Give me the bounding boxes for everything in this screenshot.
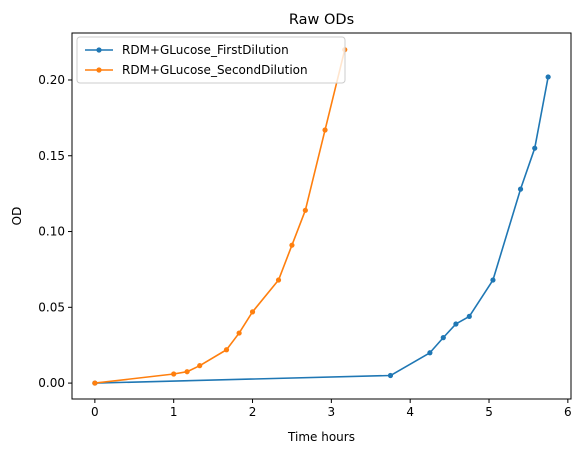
y-tick-label: 0.00	[38, 376, 65, 390]
data-point	[440, 335, 446, 341]
series-line	[94, 76, 549, 384]
data-point	[223, 347, 230, 353]
series-1	[92, 74, 551, 386]
series-2	[92, 47, 348, 386]
data-point	[92, 380, 98, 386]
legend-item: RDM+GLucose_FirstDilution	[85, 43, 289, 57]
series-line	[94, 49, 346, 384]
x-tick-label: 4	[406, 405, 414, 419]
x-tick-label: 2	[249, 405, 257, 419]
y-axis-label: OD	[10, 207, 24, 226]
data-point	[453, 321, 459, 327]
x-tick-label: 6	[564, 405, 572, 419]
x-tick-label: 1	[170, 405, 178, 419]
legend-marker	[96, 67, 102, 73]
legend-box	[76, 36, 346, 84]
series-layer	[92, 47, 551, 386]
data-point	[466, 313, 472, 320]
legend-marker	[96, 47, 102, 53]
data-point	[490, 277, 496, 283]
data-point	[171, 371, 177, 377]
chart-title: Raw ODs	[289, 12, 354, 28]
legend: RDM+GLucose_FirstDilution RDM+GLucose_Sec…	[76, 36, 346, 84]
data-point	[427, 350, 433, 356]
legend-item: RDM+GLucose_SecondDilution	[85, 63, 308, 77]
data-point	[197, 363, 203, 369]
x-axis-label: Time hours	[287, 430, 355, 444]
y-axis-ticks: 0.00 0.05 0.10 0.15 0.20	[38, 73, 72, 390]
x-tick-label: 5	[485, 405, 493, 419]
y-tick-label: 0.05	[38, 300, 65, 314]
y-tick-label: 0.20	[38, 73, 65, 87]
data-point	[236, 330, 242, 336]
data-point	[517, 186, 524, 192]
data-point	[387, 372, 394, 379]
data-point	[289, 242, 295, 248]
data-point	[275, 277, 282, 283]
data-point	[302, 207, 308, 213]
data-point	[249, 309, 256, 315]
y-tick-label: 0.10	[38, 225, 65, 239]
x-axis-ticks: 0 1 2 3 4 5 6	[91, 399, 572, 419]
data-point	[322, 127, 328, 133]
plot-area-frame	[71, 32, 572, 400]
data-point	[545, 74, 551, 80]
x-tick-label: 3	[328, 405, 336, 419]
legend-label: RDM+GLucose_FirstDilution	[122, 43, 289, 57]
legend-label: RDM+GLucose_SecondDilution	[122, 63, 308, 77]
data-point	[532, 145, 538, 151]
data-point	[184, 369, 190, 375]
x-tick-label: 0	[91, 405, 99, 419]
y-tick-label: 0.15	[38, 149, 65, 163]
